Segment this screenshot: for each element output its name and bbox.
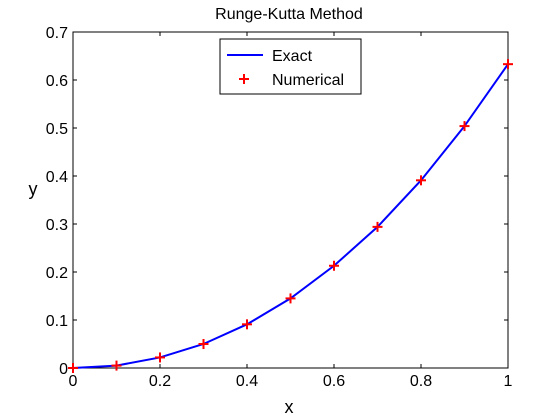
numerical-point <box>242 319 252 330</box>
legend-box <box>219 38 362 95</box>
x-tick-label: 0.6 <box>323 373 345 390</box>
y-tick-label: 0.7 <box>46 25 68 42</box>
y-tick-label: 0 <box>59 361 68 378</box>
x-tick-label: 1 <box>504 373 513 390</box>
y-axis-label: y <box>29 179 38 199</box>
legend: Exact Numerical <box>219 38 362 95</box>
numerical-point <box>111 360 122 371</box>
series-layer <box>68 59 513 373</box>
numerical-point <box>503 59 513 70</box>
x-tick-label: 0.8 <box>410 373 432 390</box>
legend-exact-label: Exact <box>272 48 313 65</box>
y-tick-label: 0.5 <box>46 121 68 138</box>
numerical-point <box>155 352 165 363</box>
x-tick-label: 0.2 <box>149 373 171 390</box>
legend-numerical-marker <box>239 74 249 84</box>
numerical-point <box>459 121 470 132</box>
numerical-point <box>416 175 426 186</box>
legend-numerical-label: Numerical <box>272 72 344 89</box>
y-tick-label: 0.2 <box>46 265 68 282</box>
numerical-point <box>68 363 78 373</box>
numerical-point <box>372 221 383 232</box>
x-tick-label: 0 <box>69 373 78 390</box>
y-tick-label: 0.4 <box>46 169 68 186</box>
y-tick-label: 0.6 <box>46 73 68 90</box>
ticks-layer: 0 0.2 0.4 0.6 0.8 1 0 0.1 0.2 0.3 0.4 0.5 0.6 0.7 <box>46 25 513 390</box>
x-tick-label: 0.4 <box>236 373 258 390</box>
x-axis-label: x <box>285 397 294 417</box>
chart-title: Runge-Kutta Method <box>215 6 363 23</box>
y-tick-label: 0.3 <box>46 217 68 234</box>
numerical-point <box>285 293 296 304</box>
y-tick-label: 0.1 <box>46 313 68 330</box>
numerical-point <box>329 260 339 271</box>
numerical-point <box>198 339 209 349</box>
